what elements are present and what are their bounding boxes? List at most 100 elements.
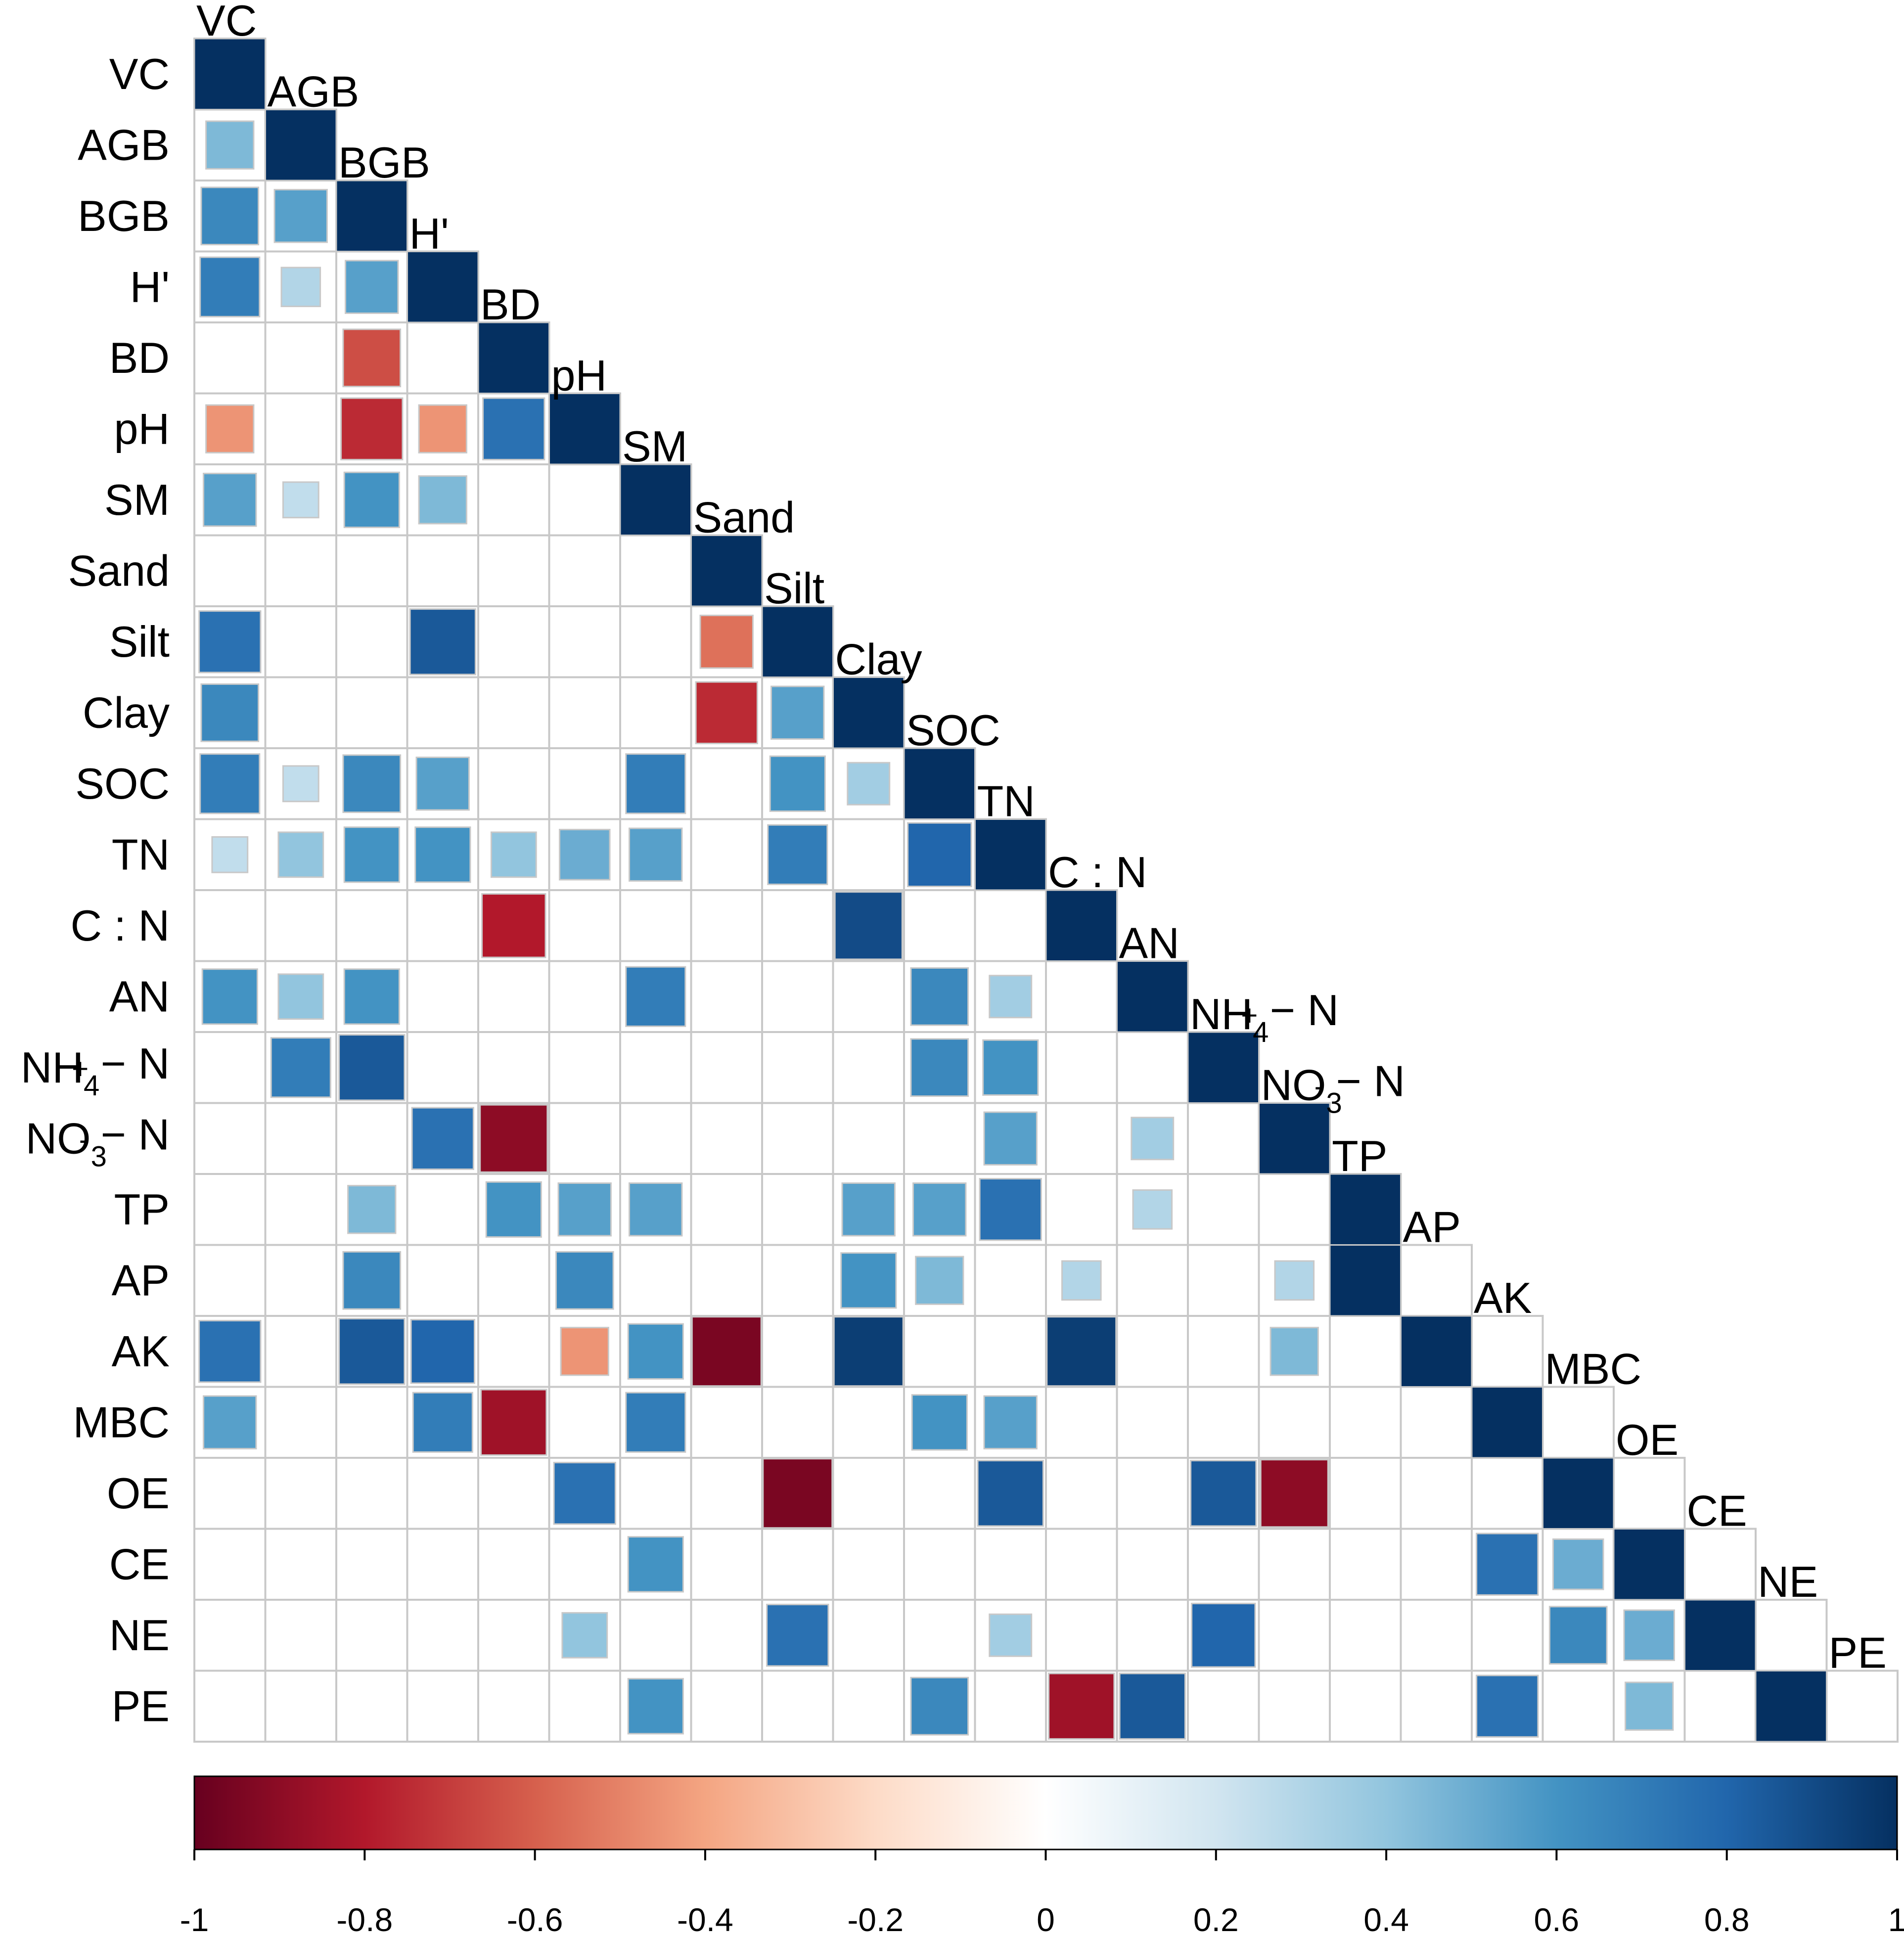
corr-cell-20-11 (977, 1460, 1044, 1527)
grid-cell-9-2 (335, 676, 408, 749)
corr-cell-13-13 (1116, 960, 1189, 1033)
row-labels: VC AGB BGB H' BD pH SM Sand Silt Clay SOC TN C : N AN… (21, 49, 170, 1731)
corr-cell-13-11 (989, 975, 1033, 1019)
corr-cell-10-8 (769, 755, 826, 812)
grid-cell-6-5 (548, 463, 621, 537)
row-label: OE (107, 1469, 170, 1518)
grid-cell-19-12 (1045, 1386, 1118, 1459)
row-label: BGB (78, 191, 170, 240)
grid-cell-18-16 (1329, 1315, 1402, 1388)
grid-cell-19-9 (832, 1386, 905, 1459)
row-label: AP (112, 1256, 170, 1305)
col-label: NE (1758, 1557, 1818, 1606)
grid-cell-21-2 (335, 1528, 408, 1601)
grid-cell-8-2 (335, 605, 408, 678)
col-label: VC (196, 0, 257, 45)
corr-cell-6-1 (282, 481, 319, 519)
col-label: OE (1616, 1415, 1678, 1464)
corr-cell-12-9 (834, 891, 903, 960)
grid-cell-21-17 (1400, 1528, 1473, 1601)
col-label: C : N (1048, 848, 1147, 897)
corr-cell-6-2 (343, 471, 400, 528)
corr-cell-14-14 (1187, 1031, 1260, 1104)
grid-cell-14-12 (1045, 1031, 1118, 1104)
corr-cell-20-8 (762, 1458, 833, 1529)
grid-cell-22-17 (1400, 1599, 1473, 1672)
col-label: Clay (835, 635, 922, 684)
corr-cell-13-2 (343, 968, 400, 1025)
grid-cell-23-3 (406, 1669, 479, 1743)
col-label: pH (551, 351, 607, 400)
corr-cell-22-20 (1623, 1609, 1675, 1661)
corr-cell-22-14 (1191, 1603, 1256, 1668)
corr-cell-22-21 (1684, 1599, 1757, 1671)
grid-cell-23-23 (1825, 1669, 1899, 1743)
colorbar-tick-label: -0.6 (507, 1901, 563, 1938)
grid-cell-23-21 (1683, 1669, 1757, 1743)
corr-cell-17-2 (342, 1251, 402, 1310)
corr-cell-2-0 (200, 186, 260, 246)
corr-cell-16-4 (485, 1181, 542, 1238)
row-label: SM (104, 475, 170, 524)
corr-cell-18-3 (410, 1319, 475, 1384)
corr-cell-17-15 (1274, 1260, 1315, 1301)
colorbar-tick-label: 0.8 (1704, 1901, 1750, 1938)
corr-cell-15-13 (1131, 1117, 1175, 1161)
row-label: CE (109, 1539, 170, 1588)
colorbar-ticks: -1 -0.8 -0.6 -0.4 -0.2 0 0.2 0.4 0.6 0.8 1 (180, 1849, 1904, 1938)
grid-cell-20-3 (406, 1457, 479, 1530)
colorbar-tick-label: 0.4 (1363, 1901, 1409, 1938)
corr-cell-11-8 (767, 824, 828, 885)
grid-cell-19-15 (1258, 1386, 1331, 1459)
corr-cell-23-18 (1476, 1674, 1539, 1738)
grid-cell-22-4 (477, 1599, 550, 1672)
corr-cell-12-12 (1045, 889, 1118, 962)
grid-cell-12-8 (761, 889, 834, 962)
grid-cell-21-4 (477, 1528, 550, 1601)
grid-cell-15-14 (1187, 1102, 1260, 1175)
corr-cell-18-15 (1269, 1327, 1319, 1376)
grid-cell-21-8 (761, 1528, 834, 1601)
grid-cell-14-9 (832, 1031, 905, 1104)
col-label: H' (409, 209, 449, 258)
row-label: PE (112, 1681, 170, 1730)
grid-cell-8-6 (619, 605, 692, 678)
grid-cell-15-1 (264, 1102, 337, 1175)
corr-cell-15-3 (411, 1107, 474, 1170)
corr-cell-5-2 (340, 397, 404, 460)
corr-cell-9-7 (695, 681, 758, 744)
grid-cell-17-6 (619, 1244, 692, 1317)
corr-cell-18-17 (1400, 1315, 1473, 1388)
corr-cell-16-5 (557, 1182, 612, 1237)
grid-cell-19-5 (548, 1386, 621, 1459)
corr-cell-10-9 (847, 762, 891, 806)
grid-cell-8-5 (548, 605, 621, 678)
grid-cell-21-9 (832, 1528, 905, 1601)
corr-cell-16-10 (912, 1182, 967, 1237)
corr-cell-18-12 (1046, 1316, 1117, 1387)
corr-cell-19-4 (480, 1389, 547, 1456)
grid-cell-7-4 (477, 534, 550, 607)
corr-cell-19-6 (625, 1392, 686, 1453)
grid-cell-14-0 (193, 1031, 267, 1104)
grid-cell-18-8 (761, 1315, 834, 1388)
row-label: MBC (73, 1397, 170, 1446)
col-label: TN (977, 777, 1035, 826)
grid-cell-12-10 (903, 889, 976, 962)
col-label: PE (1829, 1628, 1887, 1677)
row-label: Silt (109, 617, 170, 666)
col-label: Silt (764, 564, 824, 613)
row-label: NH4+ − N (21, 1039, 170, 1102)
corr-cell-16-11 (979, 1178, 1042, 1241)
grid-cell-22-10 (903, 1599, 976, 1672)
colorbar-tick-label: -0.8 (336, 1901, 393, 1938)
corr-cell-10-0 (199, 753, 261, 814)
col-label: Sand (693, 493, 795, 542)
grid-cell-14-8 (761, 1031, 834, 1104)
row-label: H' (130, 262, 170, 311)
grid-cell-17-13 (1116, 1244, 1189, 1317)
corr-cell-9-9 (832, 676, 905, 749)
grid-cell-20-9 (832, 1457, 905, 1530)
corr-cell-3-1 (280, 267, 321, 308)
